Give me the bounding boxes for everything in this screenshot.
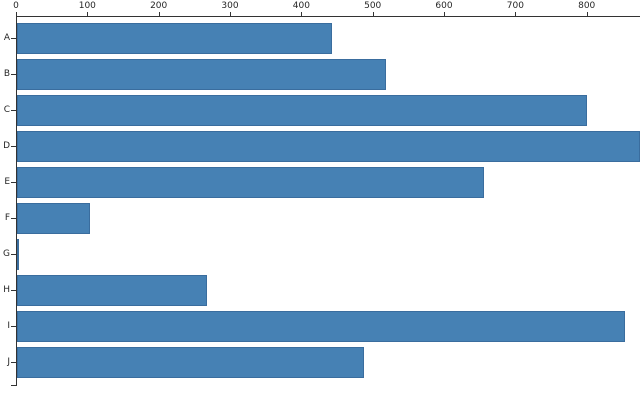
y-tick-mark bbox=[11, 182, 16, 183]
x-tick-label: 400 bbox=[292, 1, 310, 11]
y-tick-mark bbox=[11, 326, 16, 327]
bar-G bbox=[17, 239, 19, 270]
y-tick-mark bbox=[11, 110, 16, 111]
x-tick-label: 700 bbox=[506, 1, 524, 11]
x-tick-mark bbox=[515, 12, 517, 16]
axis-end-tick bbox=[11, 385, 16, 386]
y-tick-mark bbox=[11, 38, 16, 39]
bar-F bbox=[17, 203, 91, 234]
x-tick-mark bbox=[444, 12, 446, 16]
y-tick-label: B bbox=[3, 69, 10, 79]
y-tick-mark bbox=[11, 74, 16, 75]
bar-B bbox=[17, 59, 387, 90]
x-tick-mark bbox=[301, 12, 303, 16]
x-tick-mark bbox=[16, 12, 17, 16]
bar-I bbox=[17, 311, 625, 342]
x-tick-label: 100 bbox=[78, 1, 96, 11]
bar-J bbox=[17, 347, 365, 378]
bar-D bbox=[17, 131, 640, 162]
y-tick-label: I bbox=[7, 321, 10, 331]
y-tick-label: J bbox=[7, 357, 10, 367]
y-tick-label: E bbox=[4, 177, 10, 187]
y-tick-label: C bbox=[3, 105, 10, 115]
y-tick-label: H bbox=[3, 285, 10, 295]
bar-H bbox=[17, 275, 208, 306]
x-tick-label: 200 bbox=[150, 1, 168, 11]
x-tick-label: 800 bbox=[578, 1, 596, 11]
x-tick-mark bbox=[87, 12, 89, 16]
y-tick-mark bbox=[11, 218, 16, 219]
x-tick-mark bbox=[586, 12, 588, 16]
y-axis-line bbox=[16, 16, 17, 386]
x-tick-label: 0 bbox=[13, 1, 19, 11]
bar-E bbox=[17, 167, 484, 198]
y-tick-mark bbox=[11, 290, 16, 291]
y-tick-label: F bbox=[4, 213, 10, 223]
bar-C bbox=[17, 95, 587, 126]
x-tick-label: 600 bbox=[435, 1, 453, 11]
y-tick-mark bbox=[11, 362, 16, 363]
y-tick-label: A bbox=[3, 33, 10, 43]
bar-A bbox=[17, 23, 333, 54]
y-tick-mark bbox=[11, 254, 16, 255]
y-tick-label: D bbox=[3, 141, 10, 151]
x-axis-line bbox=[16, 16, 640, 17]
x-tick-label: 500 bbox=[364, 1, 382, 11]
x-tick-mark bbox=[158, 12, 160, 16]
x-tick-mark bbox=[372, 12, 374, 16]
y-tick-label: G bbox=[3, 249, 10, 259]
x-tick-label: 300 bbox=[221, 1, 239, 11]
x-tick-mark bbox=[230, 12, 231, 16]
y-tick-mark bbox=[11, 146, 16, 147]
